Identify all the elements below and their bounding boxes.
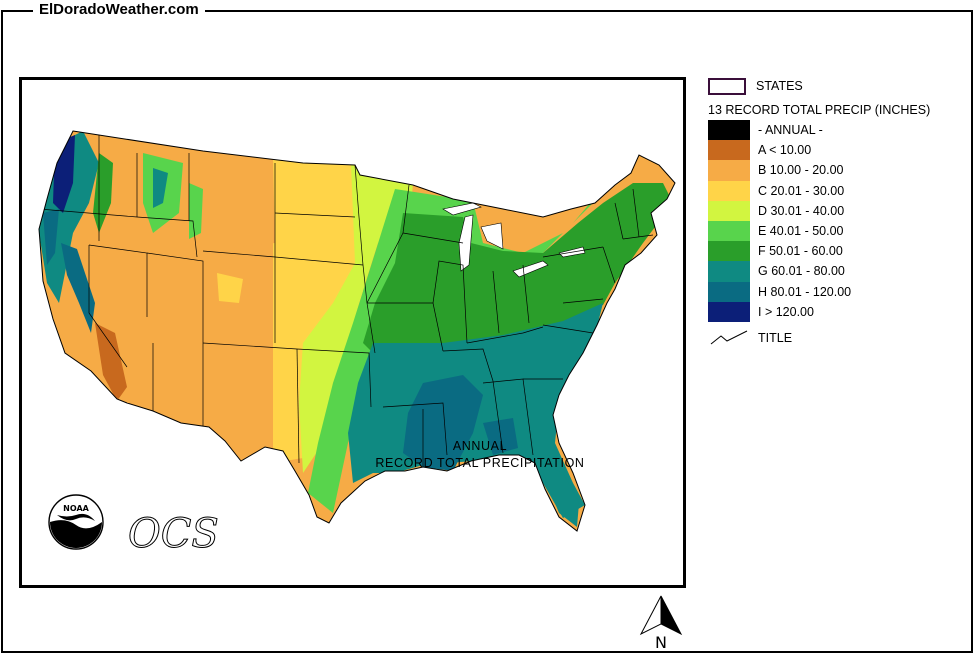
legend-swatch (708, 180, 750, 201)
legend-swatch (708, 220, 750, 242)
legend-item-label: H 80.01 - 120.00 (758, 284, 852, 299)
noaa-logo: NOAA (47, 493, 105, 556)
outer-frame (1, 10, 973, 653)
legend-item-label: I > 120.00 (758, 304, 814, 319)
legend-item: F 50.01 - 60.00 (708, 241, 851, 262)
north-label: N (655, 633, 667, 652)
legend-item: C 20.01 - 30.00 (708, 180, 851, 201)
legend-swatch (708, 301, 750, 322)
legend-swatch (708, 281, 750, 302)
legend-swatch (708, 140, 750, 161)
legend-rows: - ANNUAL - A < 10.00 B 10.00 - 20.00 C 20.0… (708, 120, 851, 322)
legend-item: A < 10.00 (708, 140, 851, 161)
title-line-icon (710, 330, 748, 345)
legend-states-label: STATES (756, 79, 803, 93)
legend-item: B 10.00 - 20.00 (708, 160, 851, 181)
north-arrow-icon: N (635, 592, 687, 652)
legend-swatch (708, 241, 750, 262)
legend-item-label: D 30.01 - 40.00 (758, 203, 845, 218)
legend-item-label: A < 10.00 (758, 143, 812, 158)
map-caption: ANNUAL RECORD TOTAL PRECIPITATION (330, 438, 630, 472)
states-swatch (708, 77, 746, 95)
legend-item-label: B 10.00 - 20.00 (758, 163, 844, 178)
legend-item: E 40.01 - 50.00 (708, 220, 851, 242)
legend-item-label: E 40.01 - 50.00 (758, 224, 844, 239)
legend-title-item: TITLE (708, 328, 792, 348)
legend-swatch (708, 200, 750, 221)
legend-swatch (708, 160, 750, 181)
legend-item: D 30.01 - 40.00 (708, 200, 851, 221)
legend-states-item: STATES (708, 76, 803, 96)
precipitation-map (38, 130, 676, 532)
state-borders (39, 131, 654, 467)
legend-swatch (708, 261, 750, 282)
legend-item: H 80.01 - 120.00 (708, 281, 852, 302)
site-title: ElDoradoWeather.com (33, 0, 205, 20)
legend-item-label: - ANNUAL - (758, 123, 823, 138)
legend-item: - ANNUAL - (708, 120, 851, 141)
legend-subtitle: 13 RECORD TOTAL PRECIP (INCHES) (708, 103, 931, 117)
map-caption-line1: ANNUAL (452, 439, 508, 453)
legend-item: G 60.01 - 80.00 (708, 261, 851, 282)
legend-item-label: C 20.01 - 30.00 (758, 183, 845, 198)
map-frame (19, 77, 686, 588)
ocs-logo: OCS (128, 511, 220, 558)
legend-item: I > 120.00 (708, 301, 851, 322)
legend-swatch (708, 120, 750, 141)
legend-item-label: G 60.01 - 80.00 (758, 264, 845, 279)
noaa-logo-text: NOAA (63, 504, 89, 513)
legend-item-label: F 50.01 - 60.00 (758, 244, 843, 259)
legend-title-label: TITLE (758, 331, 793, 345)
map-caption-line2: RECORD TOTAL PRECIPITATION (375, 456, 585, 470)
